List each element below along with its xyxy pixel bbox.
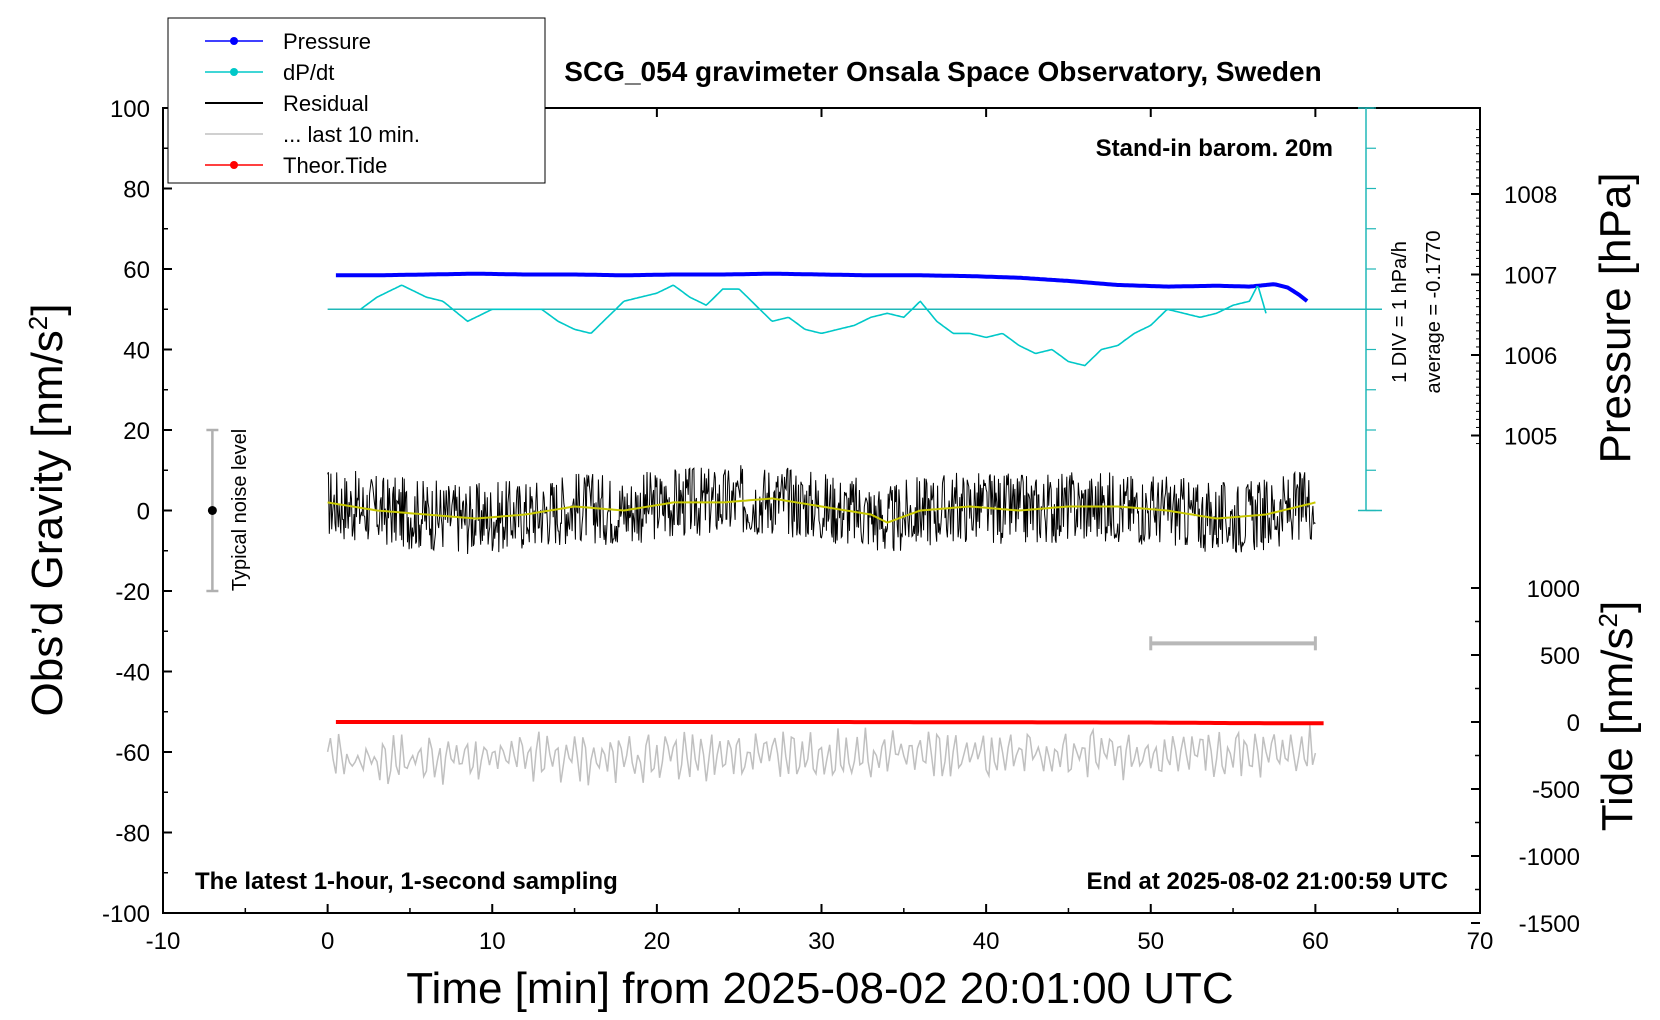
y-tick-label: 40 [123, 338, 150, 365]
pressure-tick-label: 1006 [1504, 343, 1557, 370]
pressure-axis-ticks: 1005 1006 1007 1008 [1471, 129, 1557, 451]
last-10-min-line [326, 724, 1317, 786]
residual-line [327, 465, 1316, 555]
tide-label-text: Tide [nm/s [1593, 627, 1642, 831]
legend-marker [230, 37, 238, 45]
y-tick-label: 20 [123, 418, 150, 445]
y-tick-label: -100 [102, 901, 150, 928]
x-tick-label: 30 [808, 928, 835, 955]
x-tick-label: 70 [1467, 928, 1494, 955]
tide-tick-label: -500 [1532, 777, 1580, 804]
legend-box [167, 17, 546, 184]
y-left-label-text: Obs’d Gravity [nm/s [23, 330, 72, 716]
dpdt-average-annotation: average = -0.1770 [1423, 231, 1445, 394]
chart-title: SCG_054 gravimeter Onsala Space Observat… [564, 56, 1321, 87]
pressure-tick-label: 1007 [1504, 263, 1557, 290]
reference-bars [206, 428, 1317, 651]
dpdt-scale-annotation: 1 DIV = 1 hPa/h [1389, 241, 1411, 383]
y-tick-label: -60 [115, 740, 150, 767]
legend-marker [230, 68, 238, 76]
x-tick-label: -10 [146, 928, 181, 955]
bottom-left-annotation: The latest 1-hour, 1-second sampling [195, 868, 618, 895]
tide-tick-label: 0 [1567, 710, 1580, 737]
legend-label: Theor.Tide [283, 153, 387, 178]
dpdt-line [360, 284, 1267, 367]
tide-tick-label: 1000 [1527, 576, 1580, 603]
x-tick-label: 50 [1137, 928, 1164, 955]
x-tick-label: 60 [1302, 928, 1329, 955]
y-tick-label: 60 [123, 257, 150, 284]
tide-axis-ticks: -1500 -1000 -500 0 500 1000 [1471, 576, 1580, 938]
residual-smoothed-line [327, 497, 1316, 524]
legend-label: Residual [283, 91, 369, 116]
tide-label-end: ] [1593, 601, 1642, 613]
pressure-tick-label: 1008 [1504, 182, 1557, 209]
y-axis-ticks: -100 -80 -60 -40 -20 0 20 40 60 80 100 [102, 96, 172, 928]
y-tick-label: 100 [110, 96, 150, 123]
pressure-axis-title: Pressure [hPa] [1591, 172, 1640, 463]
tide-tick-label: 500 [1540, 643, 1580, 670]
noise-annotation: Typical noise level [229, 429, 251, 591]
y-axis-title-left: Obs’d Gravity [nm/s2] [23, 303, 72, 716]
tide-axis-title: Tide [nm/s2] [1593, 601, 1642, 831]
tide-tick-label: -1500 [1519, 911, 1580, 938]
tide-tick-label: -1000 [1519, 844, 1580, 871]
legend-label: Pressure [283, 29, 371, 54]
legend-marker [230, 161, 238, 169]
legend-label: ... last 10 min. [283, 122, 420, 147]
x-axis-title: Time [min] from 2025-08-02 20:01:00 UTC [406, 964, 1233, 1013]
pressure-tick-label: 1005 [1504, 424, 1557, 451]
legend-label: dP/dt [283, 60, 334, 85]
noise-bar-center [207, 506, 217, 515]
series-group [326, 271, 1324, 786]
x-tick-label: 10 [479, 928, 506, 955]
barometer-annotation: Stand-in barom. 20m [1096, 135, 1333, 162]
y-tick-label: 80 [123, 177, 150, 204]
y-tick-label: 0 [137, 499, 150, 526]
y-left-label-end: ] [23, 303, 72, 315]
x-tick-label: 0 [321, 928, 334, 955]
y-left-label-sup: 2 [23, 316, 53, 330]
x-tick-label: 40 [973, 928, 1000, 955]
bottom-right-annotation: End at 2025-08-02 21:00:59 UTC [1087, 868, 1449, 895]
tide-label-sup: 2 [1593, 613, 1623, 627]
pressure-line [335, 271, 1309, 303]
theoretical-tide-line [335, 720, 1324, 726]
legend-entries: Pressure dP/dt Residual ... last 10 min. The… [205, 29, 420, 178]
y-tick-label: -80 [115, 821, 150, 848]
legend: Pressure dP/dt Residual ... last 10 min. The… [167, 17, 546, 184]
y-tick-label: -20 [115, 579, 150, 606]
y-tick-label: -40 [115, 660, 150, 687]
x-axis-ticks: -10 0 10 20 30 40 50 60 70 [146, 108, 1494, 955]
x-tick-label: 20 [644, 928, 671, 955]
